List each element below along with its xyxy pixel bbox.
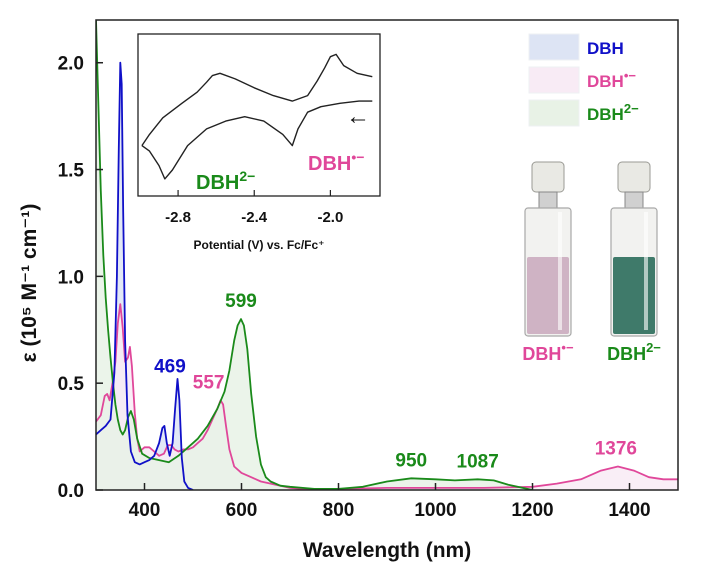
vial-neck (538, 191, 558, 209)
legend-swatch-dbhradminus (528, 66, 580, 94)
legend-label-dbh2minus: DBH2− (587, 101, 639, 124)
vial-dbh2minus: DBH2− (607, 161, 661, 364)
y-tick-label: 0.0 (58, 481, 84, 502)
legend-swatch-dbh2minus (528, 99, 580, 127)
vial-label-dbh2minus: DBH2− (607, 340, 661, 364)
series-line-dbh (96, 61, 194, 490)
x-axis-title: Wavelength (nm) (303, 539, 471, 562)
legend-label-dbh: DBH (587, 39, 624, 58)
legend: DBH DBH•− DBH2− (528, 33, 639, 127)
peak-label-950: 950 (395, 450, 427, 471)
x-tick-label: 600 (226, 500, 258, 521)
inset-x-tick-label: -2.8 (165, 209, 191, 226)
inset-label-dbhradminus: DBH•− (308, 149, 364, 175)
y-axis: 0.0 0.5 1.0 1.5 2.0 (58, 54, 103, 502)
x-tick-label: 1000 (414, 500, 456, 521)
legend-swatch-dbh (528, 33, 580, 61)
inset-x-title: Potential (V) vs. Fc/Fc⁺ (193, 238, 324, 252)
x-tick-label: 1400 (608, 500, 650, 521)
vial-label-dbhradminus: DBH•− (522, 340, 574, 364)
inset-cv: -2.8 -2.4 -2.0 ← DBH2− DBH•− (141, 53, 373, 226)
peak-label-1087: 1087 (457, 451, 499, 472)
peak-label-599: 599 (225, 291, 257, 312)
inset-label-dbh2minus: DBH2− (196, 168, 255, 194)
y-tick-label: 2.0 (58, 54, 84, 75)
peak-label-557: 557 (193, 372, 225, 393)
cv-forward-scan (141, 100, 373, 180)
series-lines (96, 20, 678, 490)
vial-liquid (613, 257, 655, 334)
series-line-dbh2minus (96, 20, 533, 490)
x-tick-label: 1200 (511, 500, 553, 521)
series-fills (96, 20, 678, 490)
vial-dbhradminus: DBH•− (522, 161, 574, 364)
peak-label-1376: 1376 (595, 439, 637, 460)
peak-label-469: 469 (154, 356, 186, 377)
y-tick-label: 1.0 (58, 267, 84, 288)
x-tick-label: 400 (129, 500, 161, 521)
x-tick-label: 800 (323, 500, 355, 521)
x-axis: 400 600 800 1000 1200 1400 (129, 483, 651, 521)
cv-reverse-scan (141, 53, 373, 146)
vial-highlight (644, 212, 648, 330)
vial-liquid (527, 257, 569, 334)
series-line-dbhradminus (96, 303, 678, 490)
y-axis-title: ε (10⁵ M⁻¹ cm⁻¹) (18, 204, 41, 363)
inset-x-tick-label: -2.0 (317, 209, 343, 226)
vials: DBH•− DBH2− (522, 161, 661, 364)
y-tick-label: 1.5 (58, 161, 85, 182)
peak-labels: 469 557 599 950 1087 1376 (154, 291, 637, 472)
vial-neck (624, 191, 644, 209)
plot-frame (95, 19, 679, 491)
vial-cap (617, 161, 651, 193)
vial-highlight (558, 212, 562, 330)
inset-x-tick-label: -2.4 (241, 209, 268, 226)
y-tick-label: 0.5 (58, 374, 85, 395)
vial-cap (531, 161, 565, 193)
scan-direction-arrow-icon: ← (346, 103, 370, 130)
inset-frame (137, 33, 381, 197)
legend-label-dbhradminus: DBH•− (587, 68, 636, 91)
